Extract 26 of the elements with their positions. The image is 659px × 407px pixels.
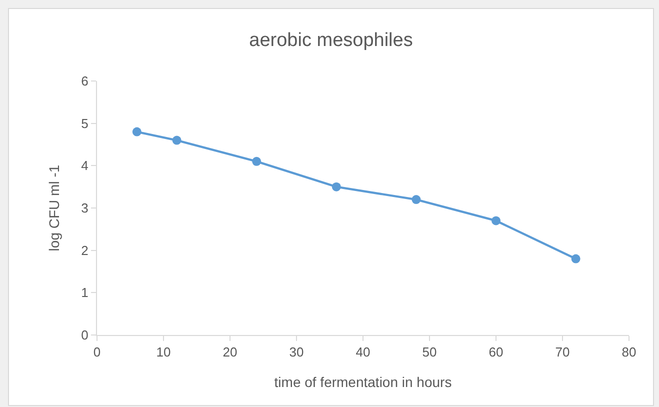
y-tick-label: 0 <box>81 328 88 343</box>
y-axis-title: log CFU ml -1 <box>46 164 62 252</box>
x-axis-title: time of fermentation in hours <box>274 374 452 390</box>
y-tick-label: 1 <box>81 285 88 300</box>
point <box>252 156 262 166</box>
x-tick-label: 60 <box>488 344 504 360</box>
y-tick-label: 5 <box>81 116 88 131</box>
x-tick-label: 50 <box>422 344 437 360</box>
point <box>571 254 580 264</box>
point <box>492 216 500 226</box>
y-tick-label: 3 <box>81 200 88 216</box>
point <box>172 136 182 145</box>
x-tick-label: 20 <box>222 344 238 360</box>
y-tick-label: 2 <box>81 242 88 258</box>
point <box>412 195 421 204</box>
x-tick-label: 0 <box>93 344 101 360</box>
y-tick-label: 6 <box>81 74 88 89</box>
point <box>332 182 341 192</box>
x-tick-label: 40 <box>356 344 370 360</box>
chart-title: aerobic mesophiles <box>249 30 413 52</box>
x-tick-label: 80 <box>622 344 636 360</box>
y-tick-label: 4 <box>81 158 88 174</box>
point <box>132 127 142 136</box>
x-tick-label: 10 <box>156 344 171 360</box>
x-tick-label: 30 <box>289 344 304 360</box>
x-tick-label: 70 <box>555 344 570 360</box>
